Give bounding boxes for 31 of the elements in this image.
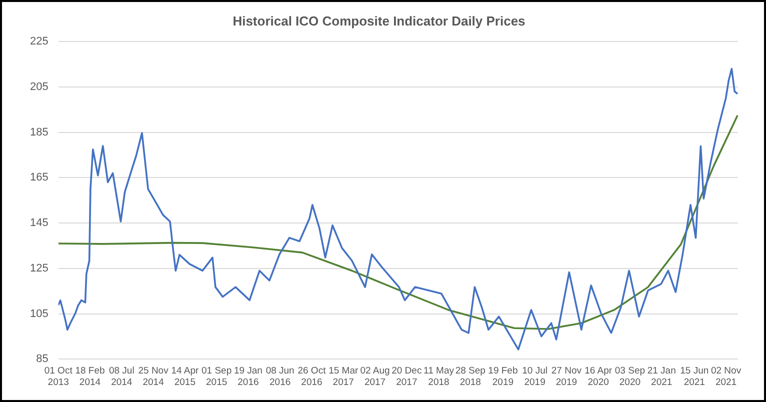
x-tick-label: 01 Sep 2015 xyxy=(202,366,232,388)
x-tick-label: 25 Nov 2014 xyxy=(138,366,169,388)
x-tick-label: 18 Feb 2014 xyxy=(75,366,105,388)
x-tick-label: 26 Oct 2016 xyxy=(298,366,326,388)
x-tick-label: 21 Jan 2021 xyxy=(647,366,676,388)
chart-title: Historical ICO Composite Indicator Daily Prices xyxy=(232,13,526,28)
x-tick-label: 14 Apr 2015 xyxy=(171,366,199,388)
x-tick-label: 02 Nov 2021 xyxy=(710,366,742,388)
y-tick-label: 145 xyxy=(30,217,48,230)
x-tick-label: 28 Sep 2018 xyxy=(455,366,486,388)
y-tick-label: 225 xyxy=(30,36,48,48)
y-tick-label: 85 xyxy=(36,353,48,366)
x-tick-label: 10 Jul 2019 xyxy=(522,366,548,388)
x-tick-label: 19 Feb 2019 xyxy=(488,366,518,388)
y-tick-label: 185 xyxy=(30,126,48,138)
x-tick-label: 15 Jun 2021 xyxy=(680,366,709,388)
x-tick-label: 27 Nov 2019 xyxy=(551,366,582,388)
y-tick-label: 205 xyxy=(30,81,48,94)
y-tick-label: 105 xyxy=(30,308,48,320)
y-tick-label: 165 xyxy=(30,172,48,184)
x-tick-label: 08 Jun 2016 xyxy=(266,366,294,388)
x-tick-label: 20 Dec 2017 xyxy=(392,366,422,388)
x-tick-label: 16 Apr 2020 xyxy=(584,366,612,388)
x-tick-label: 08 Jul 2014 xyxy=(108,366,134,388)
x-tick-label: 02 Aug 2017 xyxy=(360,366,390,388)
x-tick-label: 03 Sep 2020 xyxy=(614,366,646,388)
x-tick-label: 15 Mar 2017 xyxy=(328,366,358,388)
y-tick-label: 125 xyxy=(30,262,48,274)
x-tick-label: 11 May 2018 xyxy=(424,366,454,388)
x-tick-label: 19 Jan 2016 xyxy=(234,366,262,388)
x-tick-label: 01 Oct 2013 xyxy=(44,366,73,388)
